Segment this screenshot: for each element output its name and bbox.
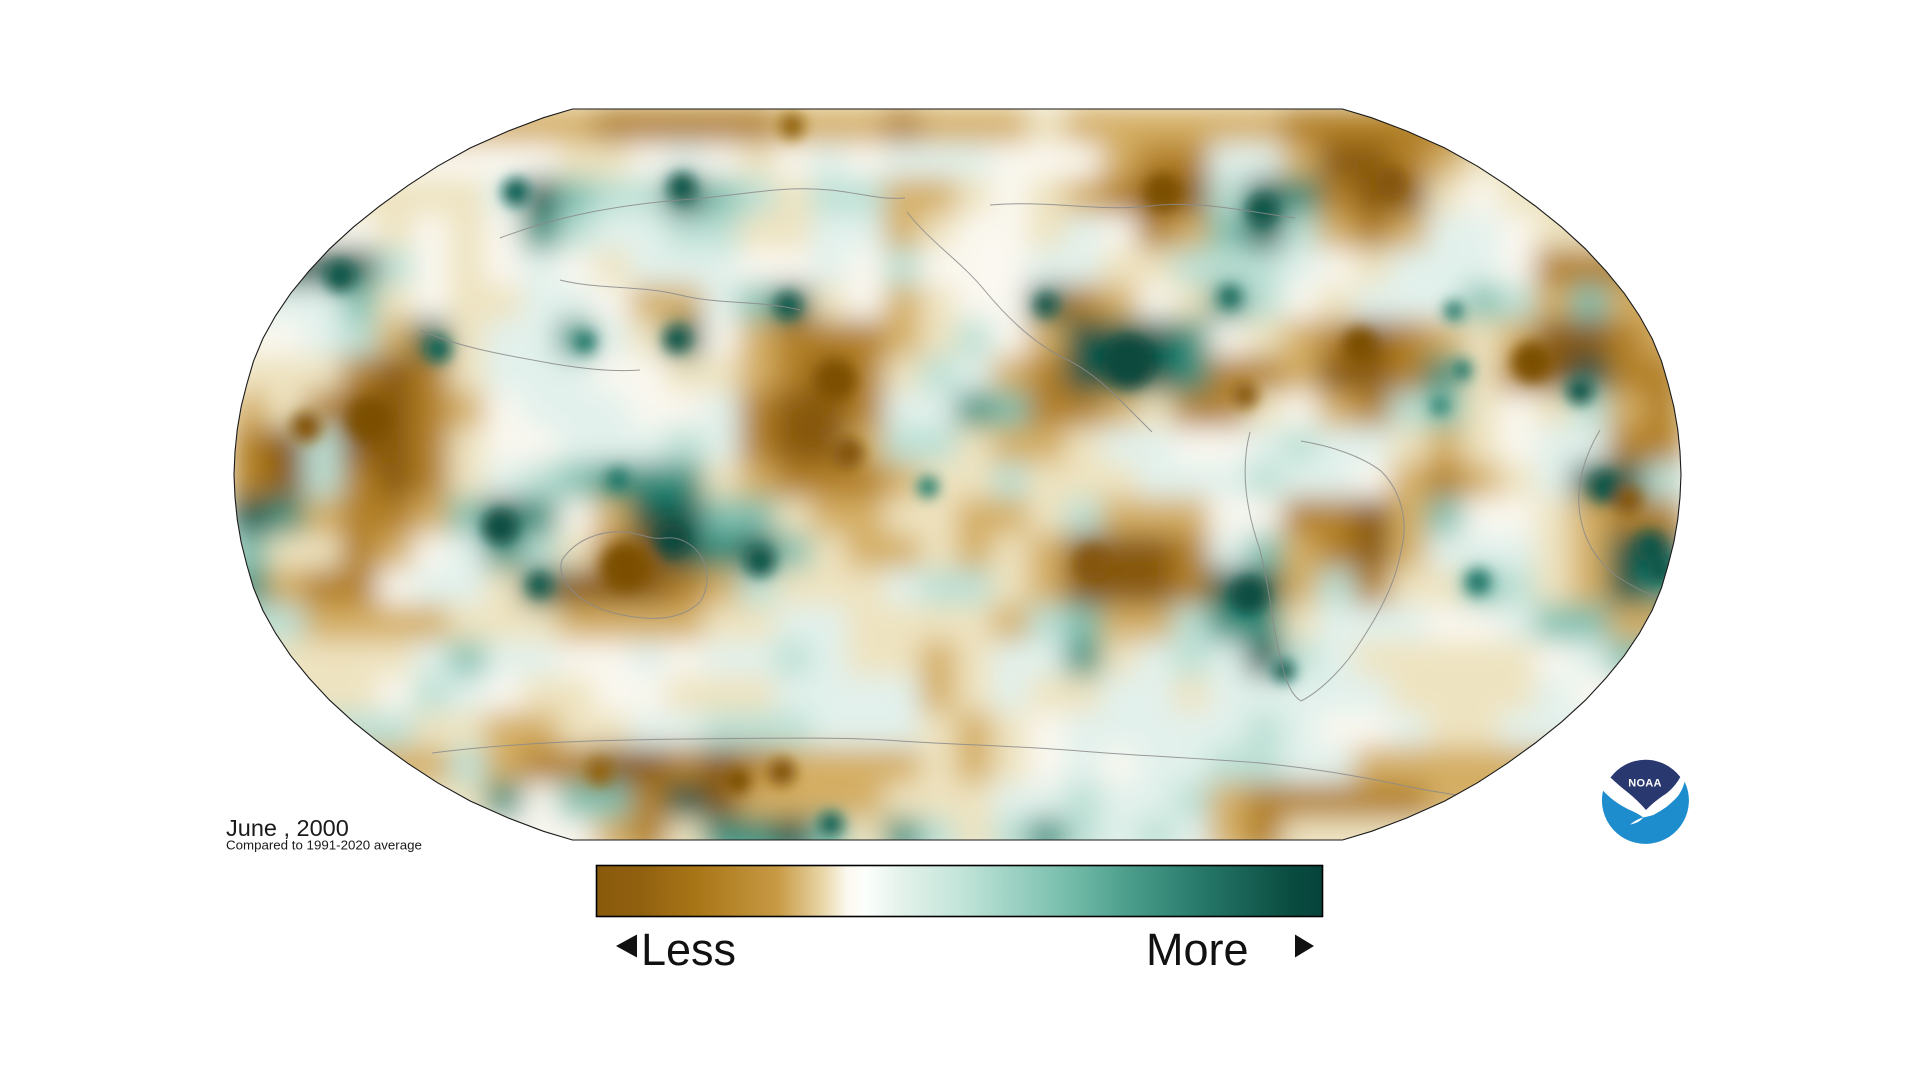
svg-text:Less: Less [641, 924, 736, 975]
svg-text:More: More [1146, 924, 1249, 975]
svg-text:Compared to 1991-2020 average: Compared to 1991-2020 average [226, 838, 422, 853]
svg-text:NOAA: NOAA [1628, 778, 1662, 790]
svg-text:June , 2000: June , 2000 [226, 815, 349, 841]
